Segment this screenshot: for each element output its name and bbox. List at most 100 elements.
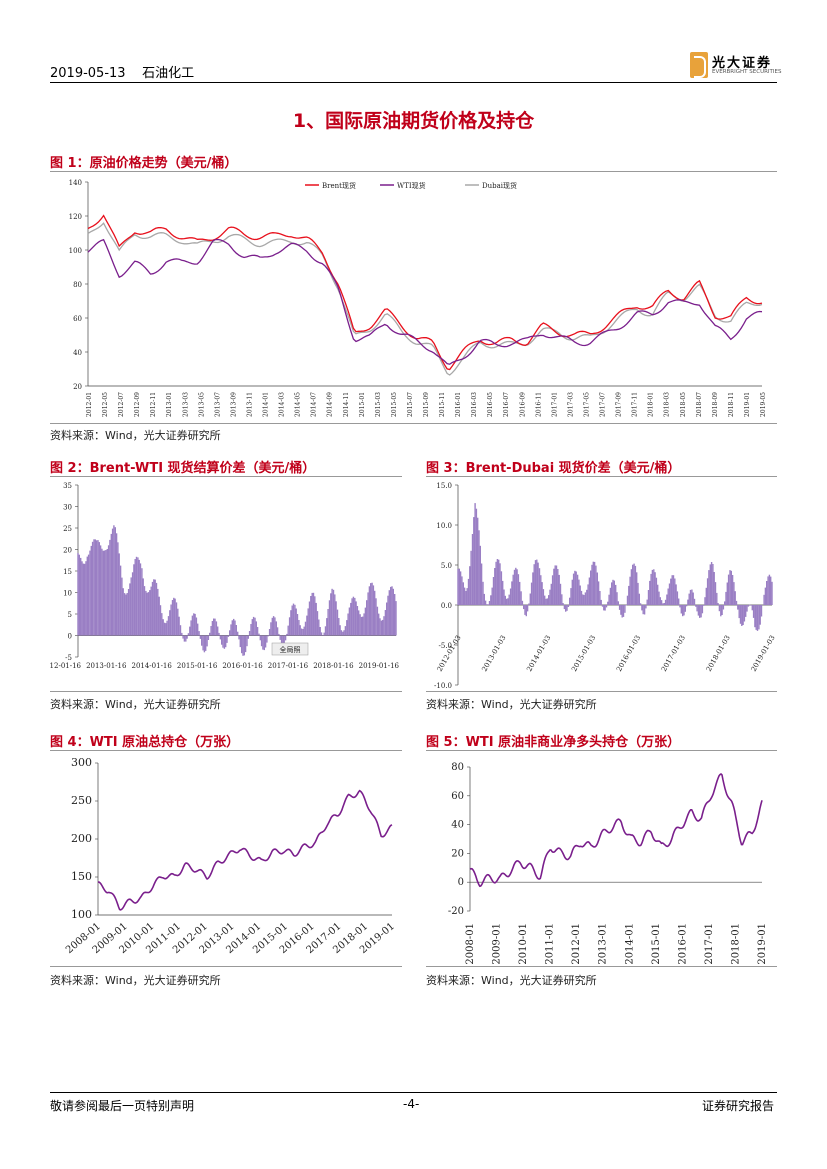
fig4-ytick: 150 bbox=[71, 870, 92, 883]
fig1-xtick: 2014-05 bbox=[295, 392, 302, 417]
fig4-ytick: 200 bbox=[71, 832, 92, 845]
fig1-xtick: 2012-05 bbox=[102, 392, 109, 417]
fig5-ytick: 60 bbox=[451, 791, 464, 802]
fig3-chart: 15.0 10.0 5.0 0.0 -5.0 -10.0 2012-01-03 2013-01… bbox=[434, 482, 777, 690]
fig3-xtick: 2013-01-03 bbox=[480, 634, 507, 673]
fig1-xtick: 2015-11 bbox=[439, 392, 446, 417]
fig1-xtick: 2012-11 bbox=[150, 392, 157, 417]
logo-mark-icon bbox=[690, 52, 708, 78]
fig3-frame: 15.0 10.0 5.0 0.0 -5.0 -10.0 2012-01-03 2013-01… bbox=[426, 476, 777, 692]
fig2-xtick: 2019-01-16 bbox=[359, 662, 400, 670]
fig3-xtick: 2016-01-03 bbox=[615, 634, 642, 673]
section-title: 1、国际原油期货价格及持仓 bbox=[292, 110, 535, 132]
header-rule bbox=[50, 82, 777, 83]
fig3-xtick: 2015-01-03 bbox=[570, 634, 597, 673]
fig1-ytick: 20 bbox=[73, 383, 82, 391]
fig2-ytick: 25 bbox=[63, 525, 72, 533]
fig1-title: 图 1：原油价格走势（美元/桶） bbox=[50, 156, 238, 171]
fig1-series-brent bbox=[87, 214, 763, 371]
fig5-xtick: 2012-01 bbox=[571, 923, 582, 965]
fig1-xtick: 2017-01 bbox=[551, 392, 558, 417]
fig5-xtick: 2009-01 bbox=[492, 923, 503, 965]
fig1-legend-label: Brent现货 bbox=[322, 181, 356, 190]
fig1-ytick: 140 bbox=[69, 179, 82, 187]
fig3-xtick: 2019-01-03 bbox=[750, 634, 777, 673]
fig4-frame: 300 250 200 150 100 2008-01 2009-01 2010-01 2011… bbox=[50, 750, 402, 967]
fig2-ytick: 15 bbox=[63, 568, 72, 576]
fig1-xtick: 2013-09 bbox=[230, 392, 237, 417]
fig1-xtick: 2016-03 bbox=[471, 392, 478, 417]
fig1-xtick: 2019-01 bbox=[744, 392, 751, 417]
fig1-ytick: 60 bbox=[73, 315, 82, 323]
fig3-ytick: 15.0 bbox=[436, 482, 452, 490]
footer-report-type: 证券研究报告 bbox=[702, 1099, 775, 1113]
footer-disclaimer: 敬请参阅最后一页特别声明 bbox=[50, 1099, 195, 1113]
logo-text-en: EVERBRIGHT SECURITIES bbox=[712, 69, 782, 75]
fig5-xtick: 2016-01 bbox=[677, 923, 688, 965]
fig5-ytick: -20 bbox=[448, 906, 464, 917]
report-header: 2019-05-13 石油化工 bbox=[50, 62, 194, 81]
fig1-xtick: 2017-03 bbox=[567, 392, 574, 417]
fig5-xtick: 2019-01 bbox=[757, 923, 768, 965]
fig1-xtick: 2016-01 bbox=[455, 392, 462, 417]
fig2-ytick: 20 bbox=[63, 547, 72, 555]
fig1-xtick: 2015-03 bbox=[375, 392, 382, 417]
fig1-xtick: 2017-07 bbox=[600, 392, 607, 417]
fig5-ytick: 0 bbox=[458, 877, 464, 888]
fig1-xtick: 2013-07 bbox=[214, 392, 221, 417]
fig1-xtick: 2016-11 bbox=[535, 392, 542, 417]
fig5-frame: 80 60 40 20 0 -20 2008-01 2009-01 2010-01 2011-01… bbox=[426, 750, 777, 967]
fig2-xtick: 2016-01-16 bbox=[222, 662, 263, 670]
fig2-ytick: -5 bbox=[65, 654, 72, 662]
fig3-ytick: 0.0 bbox=[441, 602, 452, 610]
fig1-xtick: 2017-11 bbox=[632, 392, 639, 417]
fig2-ytick: 10 bbox=[63, 590, 72, 598]
fig2-ytick: 30 bbox=[63, 504, 72, 512]
fig5-xtick: 2014-01 bbox=[624, 923, 635, 965]
fig5-xtick: 2008-01 bbox=[465, 923, 476, 965]
fig1-xtick: 2015-07 bbox=[407, 392, 414, 417]
fig4-ytick: 100 bbox=[71, 908, 92, 921]
fig3-xtick: 2014-01-03 bbox=[525, 634, 552, 673]
fig3-xtick: 2017-01-03 bbox=[660, 634, 687, 673]
fig2-ytick: 0 bbox=[68, 633, 72, 641]
fig1-xtick: 2014-01 bbox=[263, 392, 270, 417]
fig5-xtick: 2018-01 bbox=[730, 923, 741, 965]
fig1-frame: 140 120 100 80 60 40 20 2012-01 2012-05 2012-07 20… bbox=[50, 171, 777, 424]
fig5-source: 资料来源：Wind，光大证券研究所 bbox=[426, 974, 597, 987]
fig1-xtick: 2016-07 bbox=[503, 392, 510, 417]
fig1-xtick: 2018-01 bbox=[648, 392, 655, 417]
fig4-title: 图 4：WTI 原油总持仓（万张） bbox=[50, 735, 240, 750]
fig1-xtick: 2014-07 bbox=[311, 392, 318, 417]
fig2-xtick: 2018-01-16 bbox=[313, 662, 354, 670]
fig1-chart: 140 120 100 80 60 40 20 2012-01 2012-05 2012-07 20… bbox=[69, 179, 767, 417]
fig4-ytick: 250 bbox=[71, 794, 92, 807]
fig1-xtick: 2015-05 bbox=[391, 392, 398, 417]
fig1-ytick: 80 bbox=[73, 281, 82, 289]
fig5-ytick: 80 bbox=[451, 762, 464, 773]
fig1-xtick: 2018-05 bbox=[680, 392, 687, 417]
fig1-ytick: 100 bbox=[69, 247, 82, 255]
fig1-xtick: 2013-01 bbox=[166, 392, 173, 417]
fig3-ytick: -5.0 bbox=[439, 642, 453, 650]
fig1-xtick: 2015-01 bbox=[359, 392, 366, 417]
fig1-legend-label: Dubai现货 bbox=[482, 181, 517, 190]
fig1-xtick: 2014-03 bbox=[279, 392, 286, 417]
footer-rule bbox=[50, 1092, 777, 1093]
fig1-xtick: 2012-01 bbox=[86, 392, 93, 417]
fig5-xtick: 2017-01 bbox=[704, 923, 715, 965]
fig5-title: 图 5：WTI 原油非商业净多头持仓（万张） bbox=[426, 735, 681, 750]
fig1-xtick: 2019-05 bbox=[760, 392, 767, 417]
fig5-ytick: 20 bbox=[451, 848, 464, 859]
fig2-ytick: 5 bbox=[68, 611, 72, 619]
fig1-xtick: 2018-11 bbox=[728, 392, 735, 417]
fig3-source: 资料来源：Wind，光大证券研究所 bbox=[426, 698, 597, 711]
fig3-title: 图 3：Brent-Dubai 现货价差（美元/桶） bbox=[426, 461, 681, 476]
fig5-xtick: 2013-01 bbox=[598, 923, 609, 965]
fig2-overlay-label: 全局照 bbox=[280, 645, 301, 654]
fig1-xtick: 2017-09 bbox=[616, 392, 623, 417]
fig1-xtick: 2013-11 bbox=[246, 392, 253, 417]
